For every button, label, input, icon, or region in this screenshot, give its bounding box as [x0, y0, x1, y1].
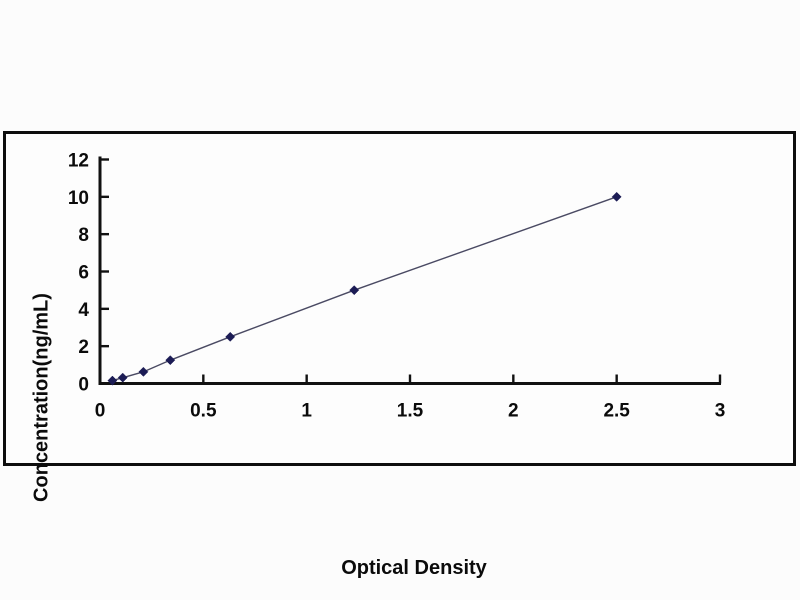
- x-tick-label: 0.5: [190, 401, 217, 422]
- series-line: [112, 196, 617, 382]
- y-tick-label: 0: [78, 375, 89, 396]
- x-tick-label: 1.5: [397, 401, 424, 422]
- x-tick-label: 0: [95, 401, 106, 422]
- data-point-diamond: [117, 372, 128, 383]
- data-point-diamond: [225, 331, 236, 342]
- y-tick-label: 2: [78, 337, 89, 358]
- data-point-diamond: [138, 366, 149, 377]
- x-tick-label: 3: [715, 401, 726, 422]
- y-tick-label: 6: [78, 263, 89, 284]
- data-point-diamond: [349, 285, 360, 296]
- x-tick-label: 2: [508, 401, 519, 422]
- y-tick-label: 12: [68, 151, 89, 172]
- data-point-diamond: [107, 375, 118, 386]
- y-tick-label: 10: [68, 188, 89, 209]
- data-point-diamond: [165, 355, 176, 366]
- x-axis-title: Optical Density: [341, 557, 487, 579]
- x-tick-label: 1: [301, 401, 312, 422]
- chart-frame: Concentration(ng/mL) Optical Density: [3, 131, 796, 579]
- y-tick-label: 4: [78, 300, 89, 321]
- y-tick-label: 8: [78, 225, 89, 246]
- x-tick-label: 2.5: [603, 401, 630, 422]
- data-point-diamond: [611, 191, 622, 202]
